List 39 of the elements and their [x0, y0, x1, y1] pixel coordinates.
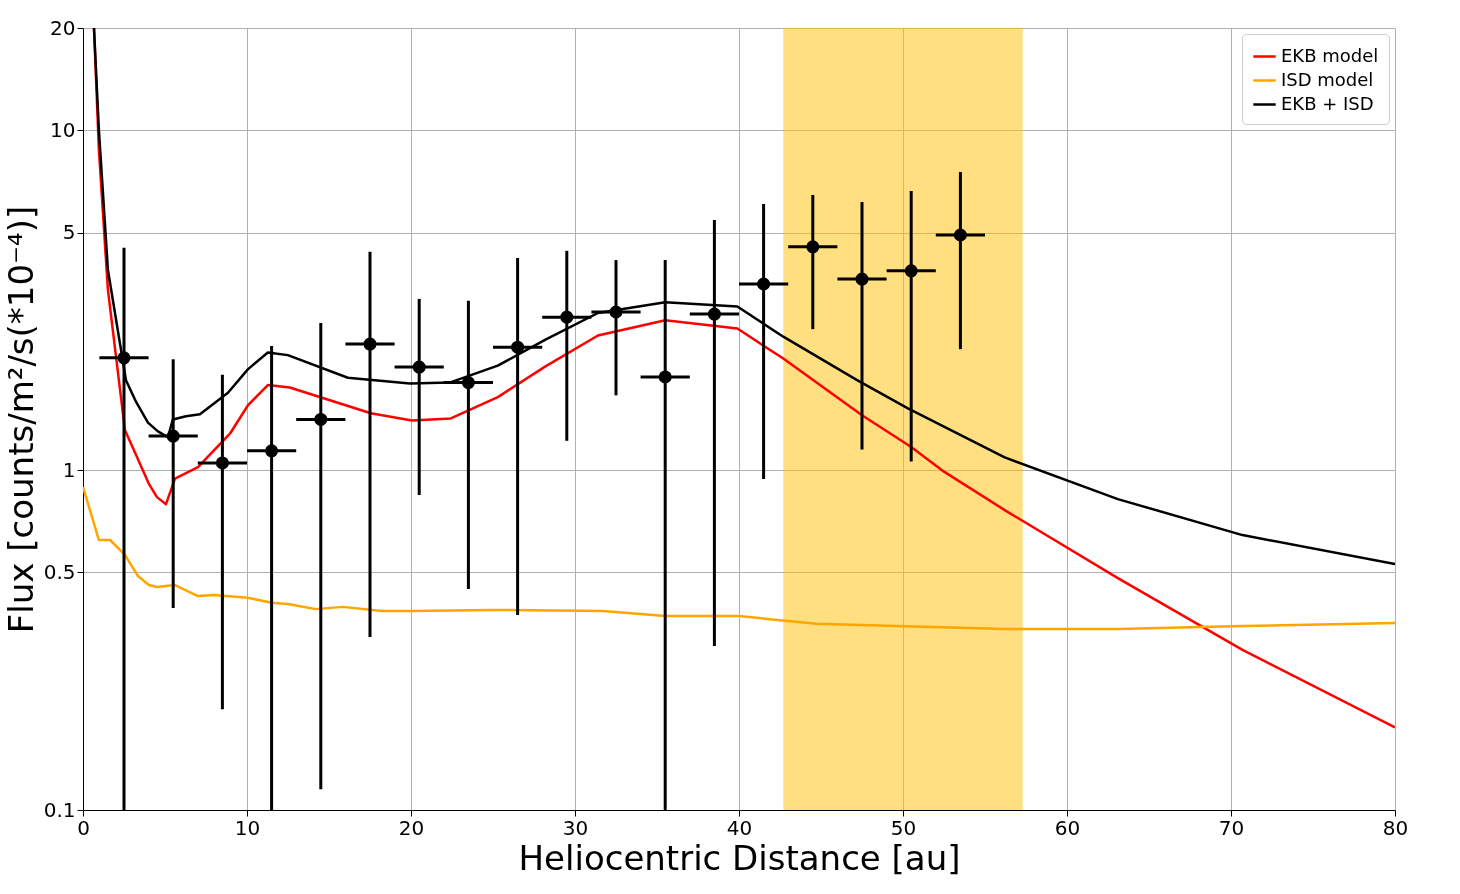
point: [806, 240, 820, 254]
x-axis-title: Heliocentric Distance [au]: [518, 837, 961, 878]
point: [412, 360, 426, 374]
y-axis-title: Flux [counts/m²/s(*10⁻⁴)]: [0, 205, 41, 634]
point: [855, 272, 869, 286]
x-tick-label: 60: [1054, 815, 1081, 840]
x-tick-label: 10: [234, 815, 261, 840]
y-tick-label: 10: [50, 117, 76, 142]
point: [265, 444, 279, 458]
point: [658, 370, 672, 384]
point: [215, 456, 229, 470]
y-tick-label: 20: [50, 15, 76, 40]
point: [609, 305, 623, 319]
point: [904, 264, 918, 278]
y-tick-label: 0.1: [43, 797, 76, 822]
legend-label: ISD model: [1281, 68, 1374, 90]
x-tick-label: 30: [562, 815, 589, 840]
legend-label: EKB model: [1281, 44, 1379, 66]
y-tick-label: 5: [62, 220, 76, 245]
point: [363, 337, 377, 351]
point: [461, 376, 475, 390]
point: [314, 412, 328, 426]
x-tick-label: 80: [1382, 815, 1409, 840]
y-tick-label: 1: [62, 457, 76, 482]
x-tick-label: 50: [890, 815, 917, 840]
x-tick-label: 20: [398, 815, 425, 840]
point: [757, 277, 771, 291]
point: [560, 310, 574, 324]
point: [953, 228, 967, 242]
point: [117, 351, 131, 365]
point: [707, 307, 721, 321]
line-series: [83, 485, 1395, 631]
point: [511, 340, 525, 354]
y-tick-label: 0.5: [43, 559, 76, 584]
x-tick-label: 70: [1218, 815, 1245, 840]
point: [166, 429, 180, 443]
legend-label: EKB + ISD: [1281, 92, 1374, 114]
x-tick-label: 40: [726, 815, 753, 840]
x-tick-label: 0: [77, 815, 90, 840]
